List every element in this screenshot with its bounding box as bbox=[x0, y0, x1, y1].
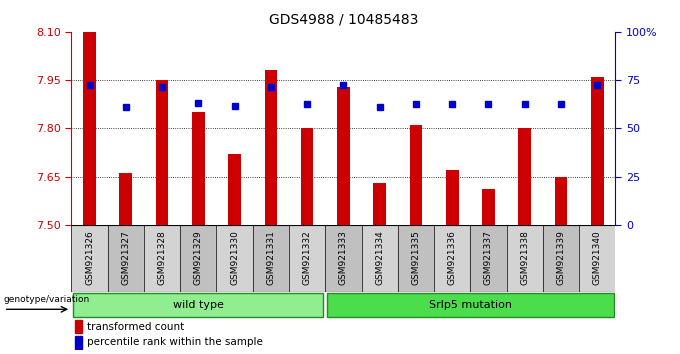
Text: wild type: wild type bbox=[173, 300, 224, 310]
Bar bbox=[373, 183, 386, 225]
Bar bbox=[507, 225, 543, 292]
Text: GSM921326: GSM921326 bbox=[85, 230, 94, 285]
Text: GSM921334: GSM921334 bbox=[375, 230, 384, 285]
Bar bbox=[591, 77, 604, 225]
Bar bbox=[73, 293, 324, 317]
Text: Srlp5 mutation: Srlp5 mutation bbox=[429, 300, 512, 310]
Text: GSM921331: GSM921331 bbox=[267, 230, 275, 285]
Bar bbox=[362, 225, 398, 292]
Text: genotype/variation: genotype/variation bbox=[4, 295, 90, 304]
Bar bbox=[216, 225, 253, 292]
Bar bbox=[120, 173, 132, 225]
Text: GSM921333: GSM921333 bbox=[339, 230, 348, 285]
Bar bbox=[471, 225, 507, 292]
Text: GSM921330: GSM921330 bbox=[230, 230, 239, 285]
Bar bbox=[398, 225, 434, 292]
Text: GSM921332: GSM921332 bbox=[303, 230, 311, 285]
Bar bbox=[337, 86, 350, 225]
Bar bbox=[253, 225, 289, 292]
Bar bbox=[228, 154, 241, 225]
Bar bbox=[325, 225, 362, 292]
Bar bbox=[107, 225, 144, 292]
Bar bbox=[446, 170, 458, 225]
Bar bbox=[327, 293, 613, 317]
Bar bbox=[265, 70, 277, 225]
Bar bbox=[482, 189, 495, 225]
Text: GSM921328: GSM921328 bbox=[158, 230, 167, 285]
Text: transformed count: transformed count bbox=[86, 321, 184, 332]
Bar bbox=[75, 320, 82, 333]
Text: percentile rank within the sample: percentile rank within the sample bbox=[86, 337, 262, 348]
Bar bbox=[434, 225, 471, 292]
Text: GSM921329: GSM921329 bbox=[194, 230, 203, 285]
Bar bbox=[289, 225, 325, 292]
Bar bbox=[301, 128, 313, 225]
Title: GDS4988 / 10485483: GDS4988 / 10485483 bbox=[269, 12, 418, 27]
Bar bbox=[518, 128, 531, 225]
Bar bbox=[579, 225, 615, 292]
Text: GSM921337: GSM921337 bbox=[484, 230, 493, 285]
Text: GSM921339: GSM921339 bbox=[556, 230, 566, 285]
Text: GSM921335: GSM921335 bbox=[411, 230, 420, 285]
Text: GSM921327: GSM921327 bbox=[121, 230, 131, 285]
Bar bbox=[192, 112, 205, 225]
Bar bbox=[555, 177, 567, 225]
Bar bbox=[144, 225, 180, 292]
Bar bbox=[180, 225, 216, 292]
Text: GSM921340: GSM921340 bbox=[593, 230, 602, 285]
Bar bbox=[83, 32, 96, 225]
Bar bbox=[71, 225, 107, 292]
Bar bbox=[543, 225, 579, 292]
Text: GSM921336: GSM921336 bbox=[447, 230, 457, 285]
Text: GSM921338: GSM921338 bbox=[520, 230, 529, 285]
Bar bbox=[75, 336, 82, 349]
Bar bbox=[156, 80, 169, 225]
Bar bbox=[409, 125, 422, 225]
